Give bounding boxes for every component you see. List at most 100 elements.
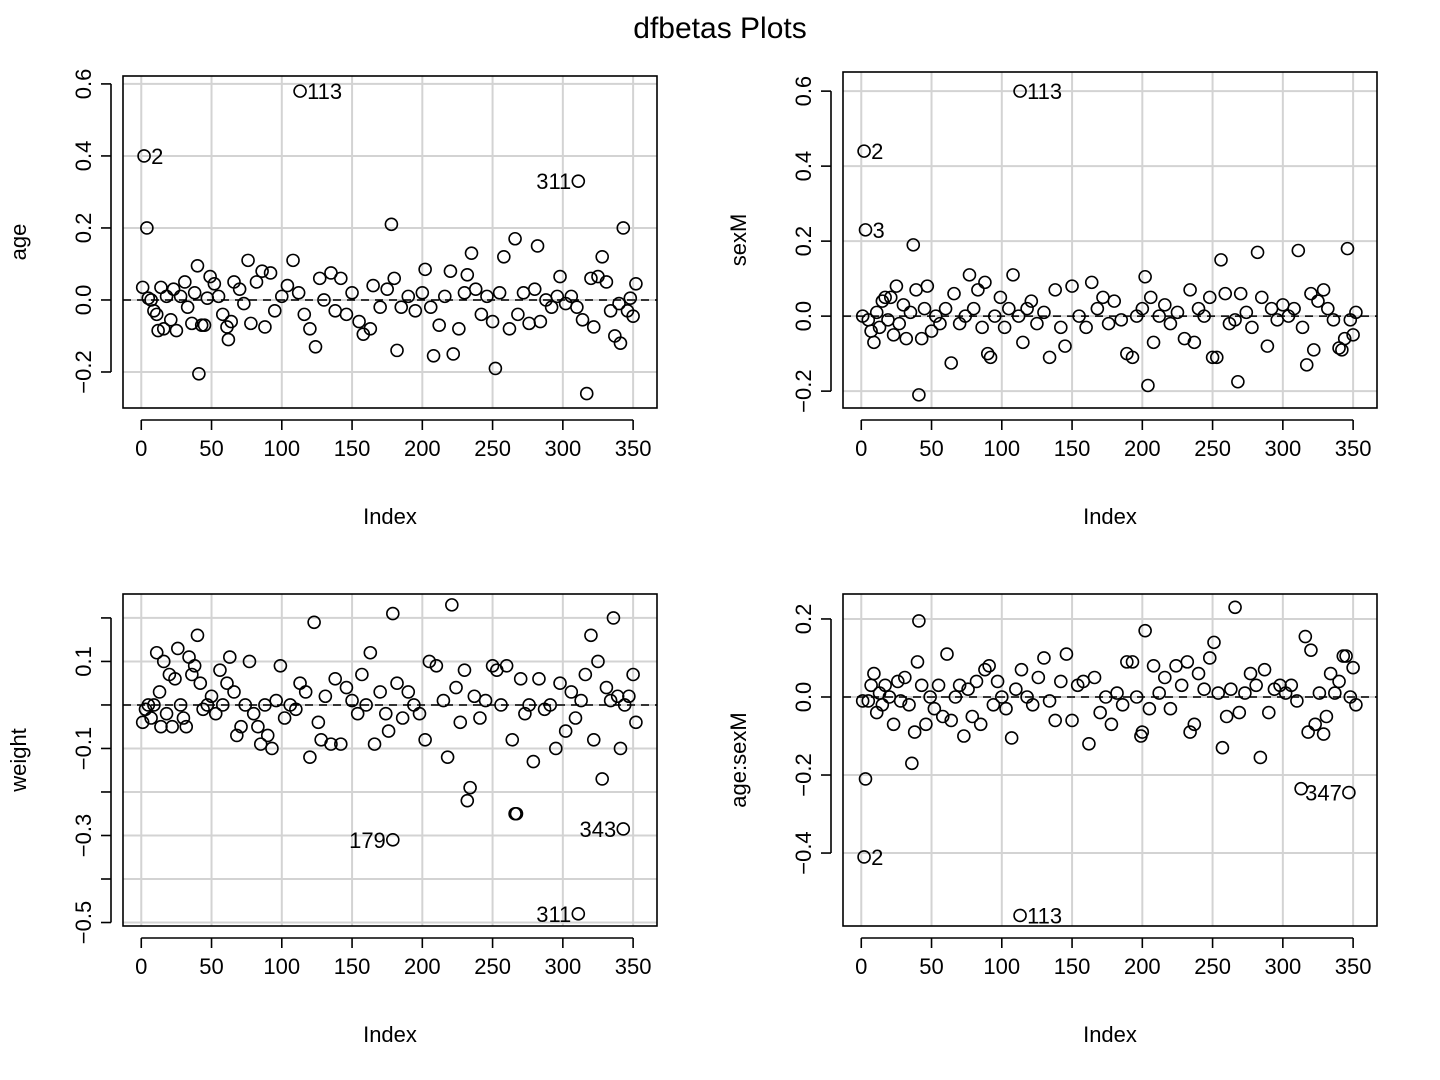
y-tick-label: −0.2 bbox=[791, 753, 816, 796]
data-point bbox=[192, 366, 206, 381]
data-point bbox=[508, 231, 522, 246]
x-tick-label: 100 bbox=[983, 954, 1020, 979]
data-point bbox=[141, 698, 156, 712]
data-point bbox=[265, 741, 279, 756]
data-point bbox=[384, 217, 399, 232]
data-point bbox=[263, 266, 278, 280]
plot-frame bbox=[842, 71, 1378, 409]
x-tick-label: 50 bbox=[919, 436, 943, 461]
y-tick-label: −0.1 bbox=[71, 727, 96, 770]
x-tick-label: 300 bbox=[1264, 954, 1301, 979]
data-point bbox=[878, 290, 892, 305]
data-point bbox=[180, 300, 195, 314]
data-point bbox=[1037, 305, 1051, 320]
data-point bbox=[1231, 374, 1245, 389]
data-point bbox=[1214, 253, 1228, 267]
data-point bbox=[258, 698, 272, 712]
data-point bbox=[973, 717, 988, 732]
data-point bbox=[163, 312, 178, 327]
data-point bbox=[1233, 286, 1248, 301]
data-point bbox=[156, 654, 171, 669]
x-tick-label: 250 bbox=[1194, 954, 1231, 979]
data-point bbox=[1065, 713, 1079, 728]
data-point bbox=[886, 328, 901, 342]
data-point bbox=[445, 598, 459, 612]
data-point bbox=[463, 780, 477, 795]
data-point bbox=[997, 320, 1012, 335]
data-point bbox=[373, 300, 387, 314]
data-point bbox=[220, 676, 234, 691]
data-point bbox=[568, 711, 583, 725]
data-point bbox=[169, 323, 184, 338]
y-tick-label: −0.4 bbox=[791, 831, 816, 874]
data-point bbox=[339, 307, 354, 322]
data-point bbox=[1025, 697, 1040, 712]
data-point bbox=[1328, 686, 1342, 700]
data-point bbox=[193, 676, 208, 691]
data-point bbox=[591, 269, 605, 284]
data-point bbox=[221, 332, 236, 347]
data-point bbox=[629, 715, 643, 730]
data-point bbox=[269, 693, 283, 708]
data-point bbox=[910, 655, 925, 669]
data-point bbox=[906, 238, 921, 252]
data-point bbox=[861, 694, 876, 708]
data-point bbox=[613, 336, 628, 350]
y-tick-label: −0.3 bbox=[71, 814, 96, 857]
data-point bbox=[446, 347, 461, 361]
data-point bbox=[1079, 320, 1093, 335]
data-point bbox=[1104, 717, 1119, 732]
y-tick-label: 0.0 bbox=[791, 301, 816, 332]
data-point bbox=[616, 221, 631, 235]
data-point bbox=[429, 658, 444, 673]
data-point bbox=[1101, 316, 1116, 331]
data-point bbox=[159, 289, 174, 304]
x-tick-label: 350 bbox=[615, 436, 652, 461]
data-point bbox=[1346, 660, 1360, 675]
data-point bbox=[1253, 750, 1268, 765]
data-point bbox=[903, 305, 918, 320]
data-point bbox=[1110, 686, 1124, 700]
data-point bbox=[449, 680, 463, 695]
data-point bbox=[497, 249, 511, 264]
data-point bbox=[1304, 643, 1318, 657]
data-point bbox=[982, 658, 996, 673]
outlier-point bbox=[857, 850, 871, 864]
data-point bbox=[185, 667, 199, 682]
outlier-point bbox=[858, 223, 873, 237]
data-point bbox=[187, 285, 202, 300]
data-point bbox=[311, 715, 326, 730]
data-point bbox=[355, 667, 369, 682]
outlier-point bbox=[137, 149, 151, 163]
outlier-point bbox=[293, 84, 307, 98]
data-point bbox=[1163, 701, 1178, 716]
data-point bbox=[480, 289, 494, 304]
data-point bbox=[211, 289, 226, 304]
data-point bbox=[505, 732, 520, 747]
data-point bbox=[457, 285, 472, 300]
data-point bbox=[246, 706, 261, 721]
data-point bbox=[345, 285, 359, 300]
data-point bbox=[570, 300, 584, 314]
data-point bbox=[381, 724, 396, 738]
data-point bbox=[1312, 686, 1327, 700]
data-point bbox=[912, 388, 926, 402]
data-point bbox=[1096, 290, 1110, 305]
data-point bbox=[318, 689, 333, 704]
data-point bbox=[1326, 313, 1341, 327]
data-point bbox=[140, 221, 154, 235]
data-point bbox=[595, 772, 609, 786]
data-point bbox=[858, 772, 873, 786]
data-point bbox=[1183, 725, 1197, 739]
data-point bbox=[237, 296, 251, 311]
data-point bbox=[1340, 241, 1355, 256]
data-point bbox=[149, 645, 164, 660]
data-point bbox=[1058, 339, 1072, 353]
data-point bbox=[899, 331, 914, 346]
data-point bbox=[1287, 301, 1301, 316]
data-point bbox=[938, 301, 953, 316]
data-point bbox=[961, 682, 975, 696]
data-point bbox=[564, 289, 579, 304]
data-point bbox=[886, 717, 901, 732]
